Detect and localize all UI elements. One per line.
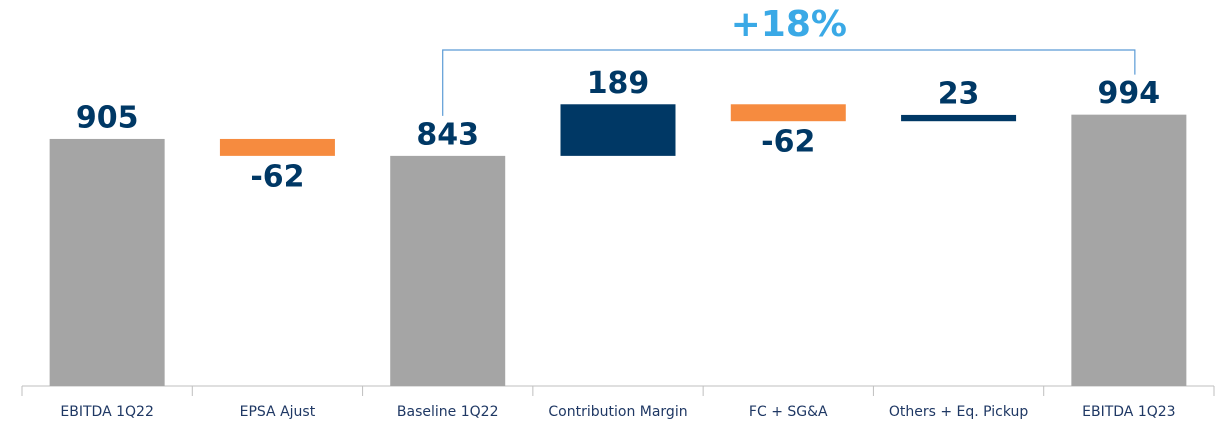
data-label: -62 — [250, 159, 304, 194]
x-tick-label: FC + SG&A — [749, 404, 828, 420]
x-tick-label: Baseline 1Q22 — [397, 404, 499, 420]
bar — [730, 104, 846, 122]
annotation-bracket — [442, 49, 1136, 116]
data-label: -62 — [761, 125, 815, 160]
bar — [49, 138, 165, 386]
data-label: 905 — [76, 100, 139, 135]
bar — [219, 138, 335, 156]
data-label: 23 — [938, 76, 980, 111]
bar — [1071, 114, 1187, 386]
x-tick-label: EPSA Ajust — [240, 404, 316, 420]
x-tick-label: EBITDA 1Q22 — [60, 404, 153, 420]
bar — [560, 104, 676, 156]
data-label: 189 — [587, 66, 650, 101]
data-label: 843 — [416, 117, 479, 152]
bar — [901, 114, 1017, 122]
data-label: 994 — [1098, 76, 1161, 111]
x-tick-label: Others + Eq. Pickup — [889, 404, 1029, 420]
annotation-label: +18% — [731, 4, 847, 45]
x-tick-label: EBITDA 1Q23 — [1082, 404, 1175, 420]
bar — [390, 155, 506, 386]
x-tick-label: Contribution Margin — [548, 404, 687, 420]
